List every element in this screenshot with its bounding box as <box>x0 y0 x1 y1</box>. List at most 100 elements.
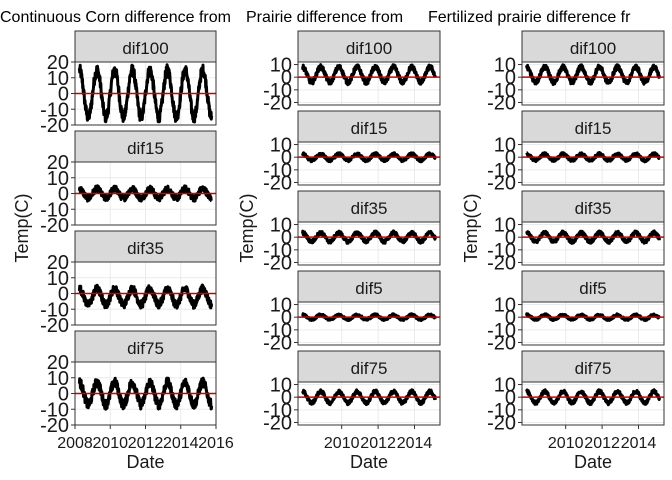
y-tick-label: 0 <box>281 147 292 169</box>
facet-label: dif5 <box>355 279 382 298</box>
facet-strip <box>74 30 217 63</box>
y-tick-label: -10 <box>40 399 69 421</box>
panel-border <box>521 221 665 266</box>
series-dif5 <box>301 312 437 322</box>
chart-column-3: Fertilized prairie difference fr dif100 -2… <box>428 9 665 472</box>
series-dif75 <box>301 388 437 407</box>
x-axis-title: Date <box>350 452 388 472</box>
panel-background <box>298 302 440 345</box>
facet-strip <box>521 270 665 303</box>
x-tick-label: 2014 <box>621 435 657 452</box>
x-tick-label: 2010 <box>324 435 360 452</box>
facet-label: dif75 <box>127 339 164 358</box>
facet-strip <box>521 110 665 143</box>
y-tick-label: -10 <box>487 240 516 262</box>
facet-strip <box>74 330 217 363</box>
y-tick-label: 0 <box>505 147 516 169</box>
x-tick-label: 2012 <box>584 435 620 452</box>
facet-label: dif5 <box>579 279 606 298</box>
y-tick-label: 0 <box>58 184 69 206</box>
y-tick-label: -20 <box>487 252 516 274</box>
panel-background <box>298 142 440 185</box>
y-tick-label: 20 <box>47 152 69 174</box>
panel-border <box>521 141 665 186</box>
y-tick-label: -20 <box>487 412 516 434</box>
y-tick-label: 10 <box>47 268 69 290</box>
x-tick-label: 2014 <box>163 435 199 452</box>
chart-column-2: Prairie difference fromdif100-20-10010di… <box>237 9 441 472</box>
y-tick-label: 10 <box>270 375 292 397</box>
y-tick-label: 10 <box>47 68 69 90</box>
facet-strip <box>297 30 441 63</box>
y-tick-label: -10 <box>487 400 516 422</box>
y-tick-label: 0 <box>281 67 292 89</box>
facet-label: dif100 <box>122 39 168 58</box>
x-tick-label: 2008 <box>57 435 93 452</box>
y-tick-label: -10 <box>487 320 516 342</box>
chart-column-1: Continuous Corn difference from dif100 -20… <box>0 9 234 472</box>
y-axis-title: Temp(C) <box>237 193 257 262</box>
panel-border <box>297 61 441 106</box>
y-tick-label: 0 <box>58 284 69 306</box>
y-tick-label: 10 <box>494 215 516 237</box>
y-tick-label: -20 <box>263 92 292 114</box>
series-dif35 <box>301 229 437 245</box>
y-tick-label: 0 <box>505 307 516 329</box>
y-tick-label: -20 <box>263 332 292 354</box>
y-tick-label: 20 <box>47 352 69 374</box>
y-tick-label: -20 <box>487 92 516 114</box>
x-tick-label: 2010 <box>548 435 584 452</box>
y-tick-label: 10 <box>494 135 516 157</box>
y-tick-label: 0 <box>58 384 69 406</box>
y-tick-label: 0 <box>281 307 292 329</box>
y-tick-label: 10 <box>494 295 516 317</box>
facet-label: dif15 <box>127 139 164 158</box>
x-tick-label: 2012 <box>360 435 396 452</box>
y-tick-label: 0 <box>505 67 516 89</box>
panel-background <box>298 222 440 265</box>
facet-label: dif75 <box>351 359 388 378</box>
y-tick-label: 20 <box>47 52 69 74</box>
panel-border <box>521 381 665 426</box>
y-tick-label: 10 <box>270 55 292 77</box>
series-dif100 <box>525 63 661 86</box>
y-tick-label: -10 <box>40 99 69 121</box>
y-tick-label: 10 <box>494 55 516 77</box>
x-tick-label: 2010 <box>92 435 128 452</box>
panel-border <box>297 301 441 346</box>
y-tick-label: -20 <box>40 415 69 437</box>
series-dif15 <box>301 151 437 164</box>
chart-title: Fertilized prairie difference fr <box>428 9 631 26</box>
y-tick-label: 0 <box>505 227 516 249</box>
y-axis-title: Temp(C) <box>12 193 32 262</box>
y-tick-label: 10 <box>494 375 516 397</box>
facet-label: dif100 <box>346 39 392 58</box>
facet-strip <box>74 230 217 263</box>
series-dif100 <box>301 63 437 87</box>
y-tick-label: -20 <box>263 172 292 194</box>
chart-title: Prairie difference from <box>246 9 403 26</box>
facet-label: dif75 <box>575 359 612 378</box>
y-tick-label: -10 <box>487 80 516 102</box>
y-tick-label: -20 <box>263 412 292 434</box>
y-tick-label: 10 <box>47 168 69 190</box>
series-dif75 <box>525 388 661 407</box>
y-tick-label: -10 <box>263 400 292 422</box>
y-tick-label: 10 <box>270 135 292 157</box>
y-tick-label: -20 <box>263 252 292 274</box>
y-tick-label: -20 <box>40 115 69 137</box>
y-tick-label: -20 <box>487 332 516 354</box>
y-tick-label: -20 <box>40 215 69 237</box>
facet-strip <box>297 190 441 223</box>
x-tick-label: 2016 <box>198 435 234 452</box>
y-tick-label: 0 <box>505 387 516 409</box>
y-tick-label: 10 <box>270 215 292 237</box>
